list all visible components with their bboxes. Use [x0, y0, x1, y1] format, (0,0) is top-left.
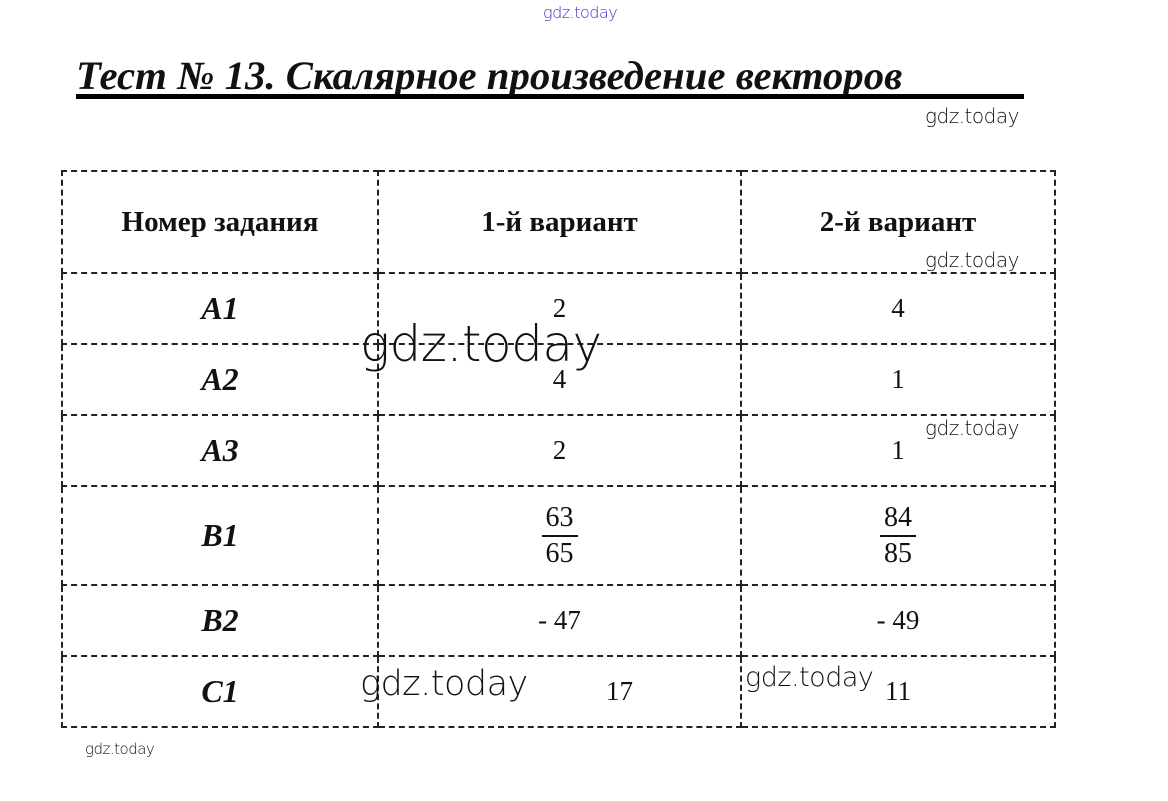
- page-title: Тест № 13. Скалярное произведение вектор…: [76, 53, 903, 98]
- answer-v2: - 49: [740, 584, 1056, 657]
- table-row: C1 17 11: [61, 655, 1056, 728]
- task-label: B2: [61, 584, 379, 657]
- header-variant-2: 2-й вариант: [740, 170, 1056, 274]
- watermark: gdz.today: [745, 662, 874, 693]
- task-label: A2: [61, 343, 379, 416]
- answer-v1: 2: [377, 414, 742, 487]
- fraction-bar: [880, 535, 916, 537]
- title-underline: [76, 94, 1024, 99]
- table-row: A3 2 1: [61, 414, 1056, 487]
- fraction-bar: [541, 535, 578, 537]
- watermark-large: gdz.today: [360, 315, 602, 373]
- denominator: 65: [545, 538, 574, 569]
- answer-v2: 1: [740, 414, 1056, 487]
- answer-v1: 2: [377, 272, 742, 345]
- task-label: A3: [61, 414, 379, 487]
- answer-v1: - 47: [377, 584, 742, 657]
- answer-v2: 84 85: [740, 485, 1056, 586]
- watermark-top: gdz.today: [543, 3, 618, 22]
- task-label: A1: [61, 272, 379, 345]
- table-row: A1 2 4: [61, 272, 1056, 345]
- table-row: B2 - 47 - 49: [61, 584, 1056, 657]
- task-label: B1: [61, 485, 379, 586]
- answer-v1: 63 65: [377, 485, 742, 586]
- fraction: 63 65: [541, 502, 578, 569]
- header-variant-1: 1-й вариант: [377, 170, 742, 274]
- header-task: Номер задания: [61, 170, 379, 274]
- denominator: 85: [884, 538, 912, 569]
- watermark: gdz.today: [925, 416, 1019, 440]
- numerator: 63: [545, 502, 574, 533]
- fraction: 84 85: [880, 503, 916, 569]
- answer-v1: 17: [377, 655, 742, 728]
- watermark-large: gdz.today: [360, 664, 528, 704]
- answers-table: Номер задания 1-й вариант 2-й вариант A1…: [61, 170, 1056, 728]
- table-row: B1 63 65 84 85: [61, 485, 1056, 586]
- answer-v2: 11: [740, 655, 1056, 728]
- task-label: C1: [61, 655, 379, 728]
- watermark: gdz.today: [925, 248, 1019, 272]
- answer-v2: 4: [740, 272, 1056, 345]
- answer-v1: 4: [377, 343, 742, 416]
- table-row: A2 4 1: [61, 343, 1056, 416]
- watermark: gdz.today: [925, 104, 1019, 128]
- answer-v2: 1: [740, 343, 1056, 416]
- numerator: 84: [884, 502, 912, 533]
- watermark: gdz.today: [85, 740, 155, 758]
- table-header-row: Номер задания 1-й вариант 2-й вариант: [61, 170, 1056, 274]
